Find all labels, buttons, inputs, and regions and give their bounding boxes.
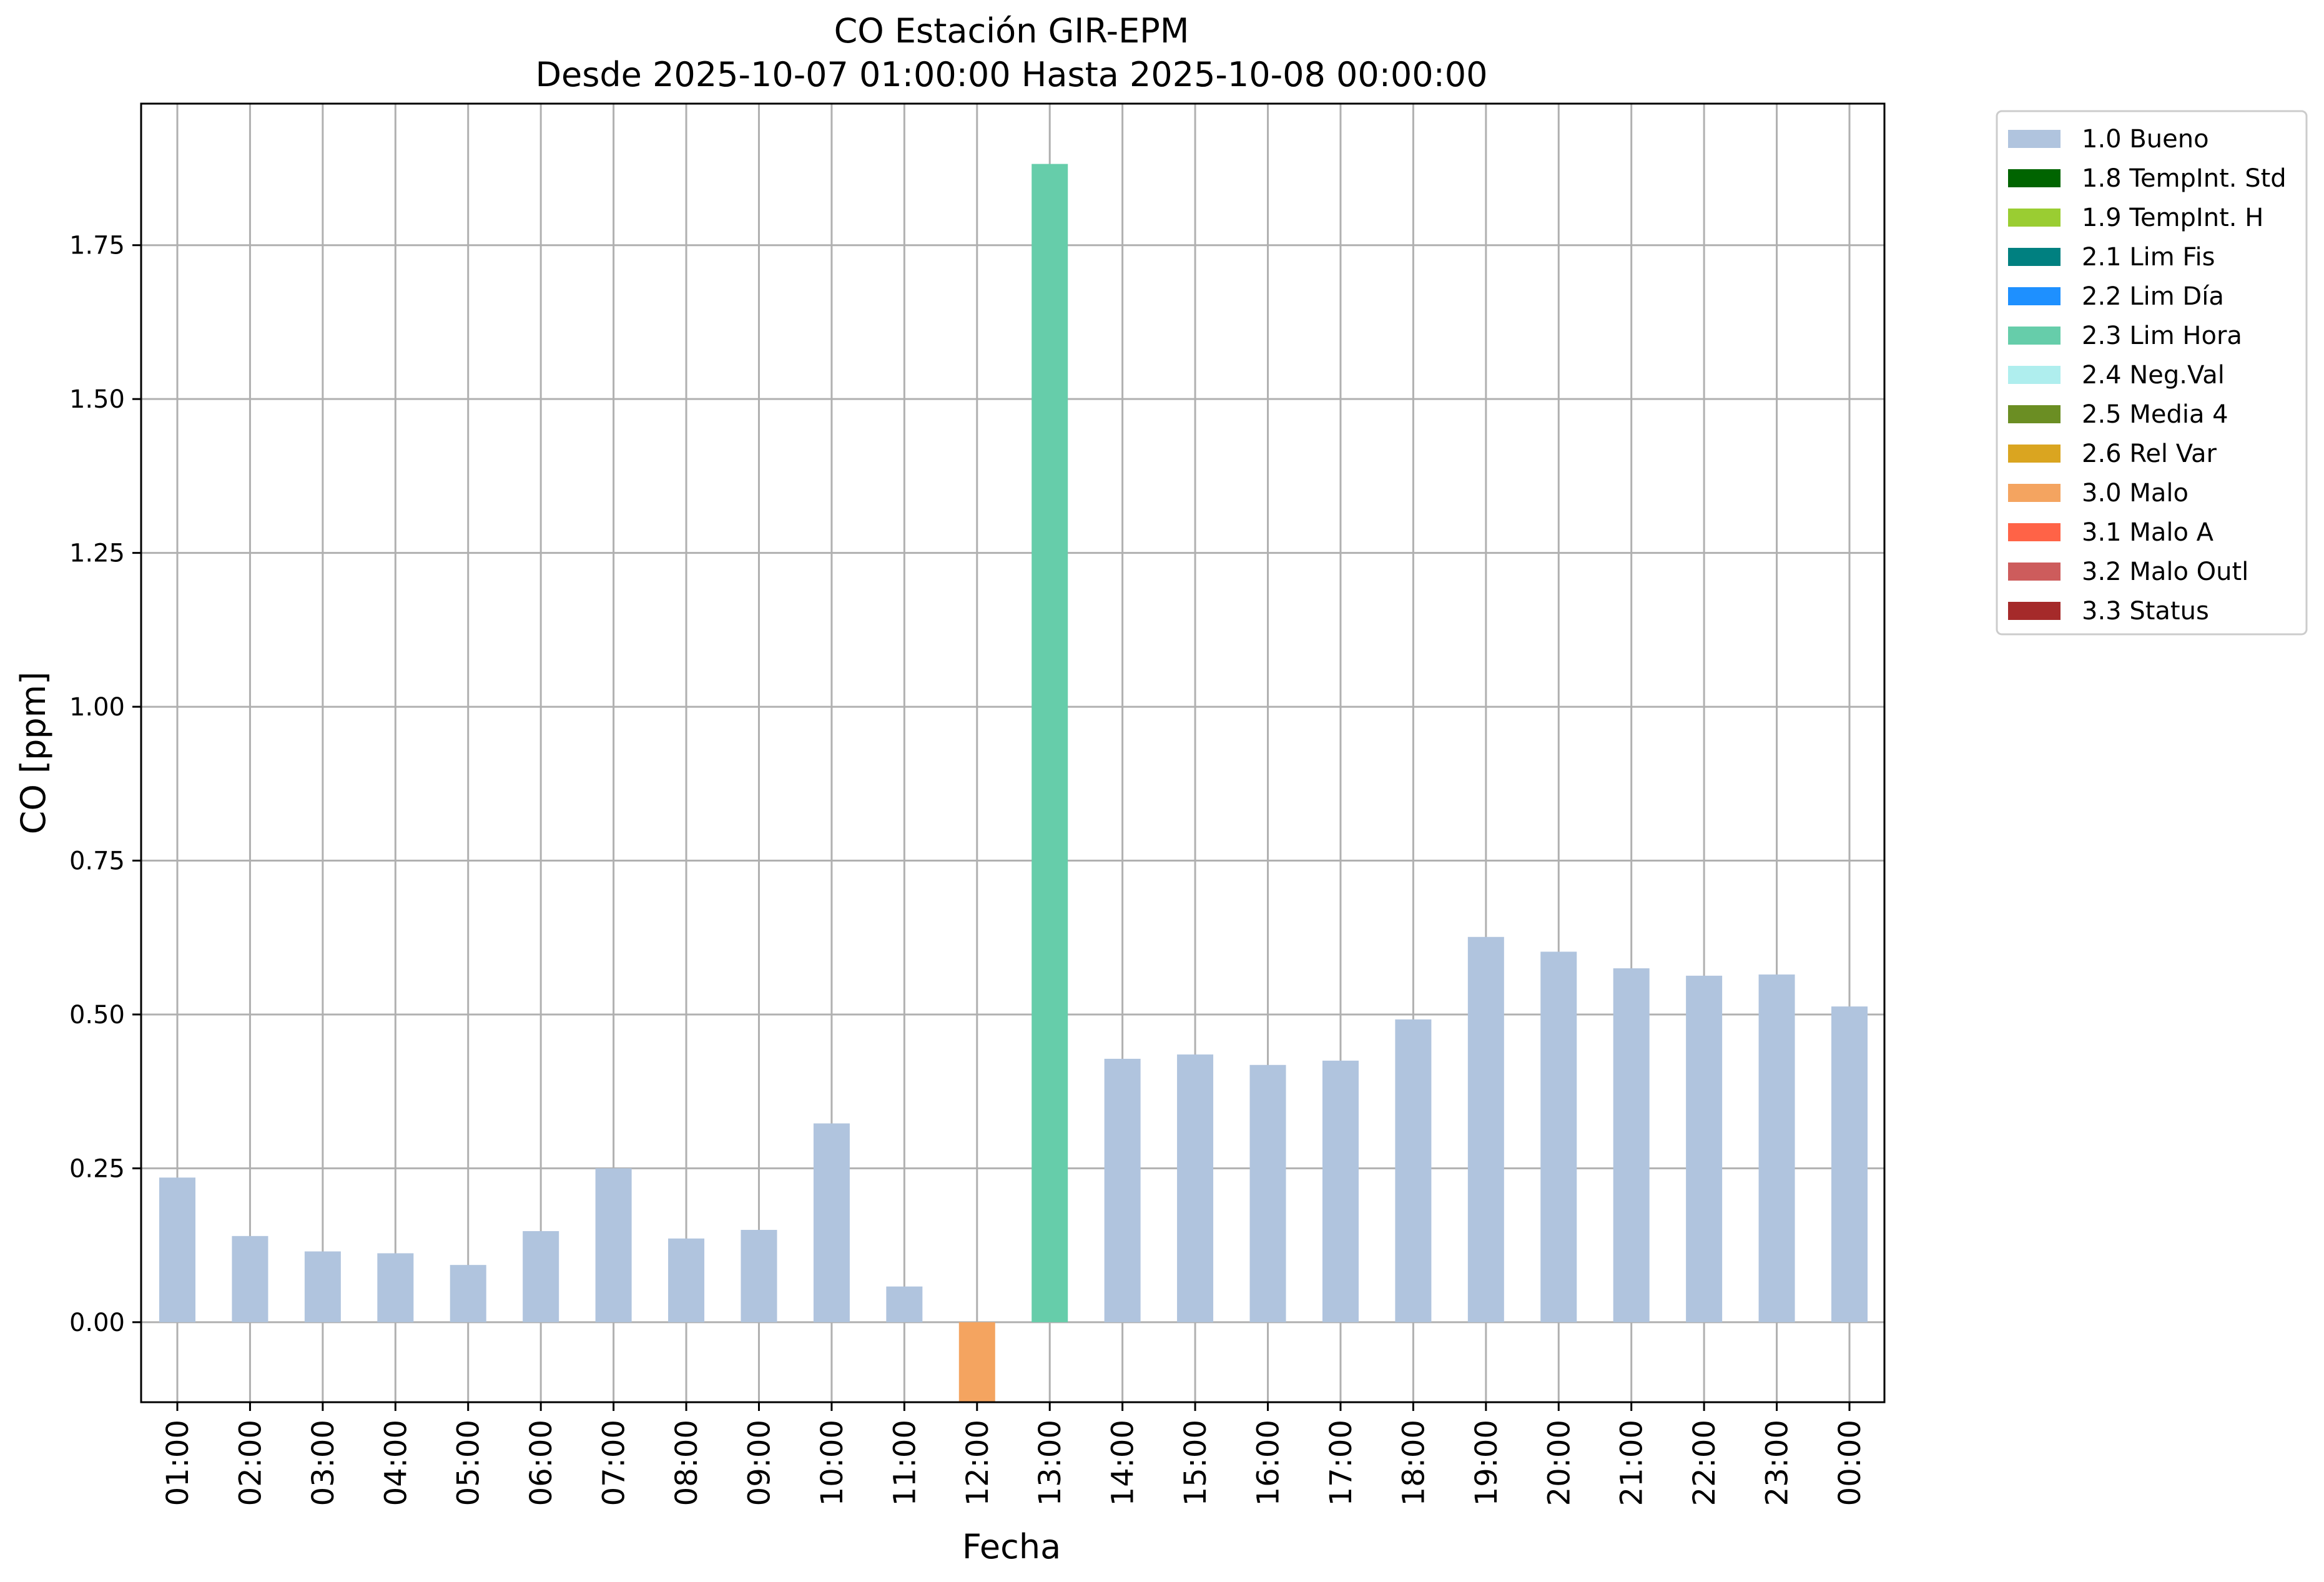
bar-0100: [159, 1177, 195, 1322]
y-tick-label: 1.75: [69, 232, 125, 260]
y-tick-label: 0.00: [69, 1309, 125, 1337]
chart-subtitle: Desde 2025-10-07 01:00:00 Hasta 2025-10-…: [535, 55, 1487, 94]
x-tick-label: 15:00: [1178, 1420, 1213, 1506]
y-tick-label: 1.50: [69, 385, 125, 414]
bar-1900: [1467, 936, 1504, 1322]
bar-2100: [1613, 968, 1650, 1322]
legend-swatch: [2008, 287, 2061, 305]
x-tick-label: 14:00: [1106, 1420, 1141, 1506]
x-tick-label: 12:00: [960, 1420, 995, 1506]
x-tick-label: 18:00: [1396, 1420, 1431, 1506]
x-axis-label: Fecha: [962, 1527, 1061, 1566]
chart-title: CO Estación GIR-EPM: [834, 11, 1189, 51]
legend-label: 2.1 Lim Fis: [2082, 243, 2215, 272]
legend-items: 1.0 Bueno 1.8 TempInt. Std 1.9 TempInt. H 2…: [2008, 125, 2287, 626]
legend-label: 2.4 Neg.Val: [2082, 361, 2225, 390]
bar-0600: [523, 1231, 559, 1322]
x-tick-label: 13:00: [1033, 1420, 1068, 1506]
x-tick-label: 00:00: [1833, 1420, 1868, 1506]
legend-label: 1.8 TempInt. Std: [2082, 164, 2287, 193]
x-tick-label: 01:00: [160, 1420, 195, 1506]
legend-label: 2.3 Lim Hora: [2082, 322, 2242, 350]
legend-swatch: [2008, 484, 2061, 502]
x-tick-label: 05:00: [451, 1420, 486, 1506]
bar-0700: [595, 1168, 632, 1322]
bar-1600: [1249, 1064, 1286, 1322]
x-tick-label: 06:00: [524, 1420, 559, 1506]
bar-1700: [1322, 1060, 1359, 1322]
legend-label: 2.5 Media 4: [2082, 400, 2228, 429]
bars: [159, 164, 1868, 1402]
bar-0000: [1831, 1006, 1868, 1322]
x-tick-label: 16:00: [1251, 1420, 1286, 1506]
legend-label: 1.9 TempInt. H: [2082, 204, 2263, 232]
bar-1800: [1395, 1019, 1432, 1322]
y-axis: 0.00 0.25 0.50 0.75 1.00 1.25 1.50 1.75: [69, 232, 141, 1337]
legend-swatch: [2008, 327, 2061, 345]
y-axis-label: CO [ppm]: [14, 672, 53, 835]
bar-0900: [741, 1229, 777, 1322]
bar-1100: [886, 1286, 923, 1322]
x-tick-label: 10:00: [815, 1420, 850, 1506]
legend-swatch: [2008, 563, 2061, 581]
legend-swatch: [2008, 209, 2061, 227]
legend: 1.0 Bueno 1.8 TempInt. Std 1.9 TempInt. H 2…: [1996, 110, 2308, 636]
x-tick-label: 11:00: [887, 1420, 922, 1506]
x-axis: 01:00 02:00 03:00 04:00 05:00 06:00 07:00 08:00…: [160, 1402, 1868, 1506]
legend-label: 3.3 Status: [2082, 597, 2209, 626]
x-tick-label: 19:00: [1469, 1420, 1504, 1506]
bar-2000: [1540, 951, 1577, 1322]
x-tick-label: 08:00: [669, 1420, 704, 1506]
x-tick-label: 02:00: [233, 1420, 268, 1506]
x-tick-label: 17:00: [1324, 1420, 1359, 1506]
bar-2300: [1758, 974, 1795, 1322]
bar-1000: [813, 1123, 850, 1322]
legend-swatch: [2008, 130, 2061, 148]
legend-swatch: [2008, 445, 2061, 463]
bar-0200: [232, 1236, 268, 1322]
bar-1200: [958, 1322, 995, 1402]
legend-label: 3.0 Malo: [2082, 479, 2189, 508]
legend-label: 3.2 Malo Outl: [2082, 558, 2248, 586]
bar-2200: [1686, 975, 1723, 1322]
legend-label: 2.2 Lim Día: [2082, 282, 2224, 311]
x-tick-label: 23:00: [1760, 1420, 1795, 1506]
x-tick-label: 09:00: [742, 1420, 777, 1506]
x-tick-label: 03:00: [306, 1420, 341, 1506]
y-tick-label: 0.25: [69, 1154, 125, 1183]
x-tick-label: 04:00: [378, 1420, 413, 1506]
legend-frame: [1996, 110, 2308, 636]
legend-swatch: [2008, 248, 2061, 266]
legend-swatch: [2008, 523, 2061, 541]
legend-swatch: [2008, 602, 2061, 620]
bar-1500: [1177, 1054, 1214, 1322]
bar-0800: [668, 1238, 705, 1322]
bar-1400: [1104, 1058, 1141, 1322]
plot-frame: [140, 102, 1886, 1403]
legend-swatch: [2008, 405, 2061, 423]
x-tick-label: 22:00: [1687, 1420, 1722, 1506]
bar-0400: [377, 1253, 414, 1322]
y-tick-label: 1.00: [69, 693, 125, 722]
bar-0300: [304, 1251, 341, 1322]
legend-swatch: [2008, 169, 2061, 187]
x-tick-label: 20:00: [1542, 1420, 1577, 1506]
x-tick-label: 07:00: [597, 1420, 632, 1506]
y-tick-label: 0.50: [69, 1001, 125, 1029]
bar-0500: [450, 1265, 486, 1322]
legend-swatch: [2008, 366, 2061, 384]
legend-label: 3.1 Malo A: [2082, 518, 2214, 547]
legend-label: 2.6 Rel Var: [2082, 440, 2217, 468]
legend-label: 1.0 Bueno: [2082, 125, 2209, 154]
x-tick-label: 21:00: [1615, 1420, 1650, 1506]
bar-1300: [1032, 164, 1068, 1322]
y-tick-label: 0.75: [69, 847, 125, 876]
y-tick-label: 1.25: [69, 539, 125, 568]
